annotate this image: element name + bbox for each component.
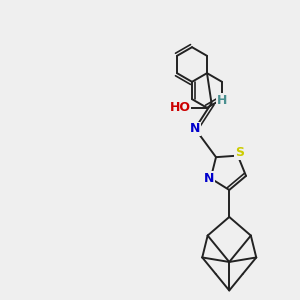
Text: H: H — [217, 94, 227, 107]
Text: N: N — [204, 172, 214, 185]
Text: HO: HO — [169, 101, 190, 114]
Text: S: S — [235, 146, 244, 159]
Text: N: N — [190, 122, 200, 135]
